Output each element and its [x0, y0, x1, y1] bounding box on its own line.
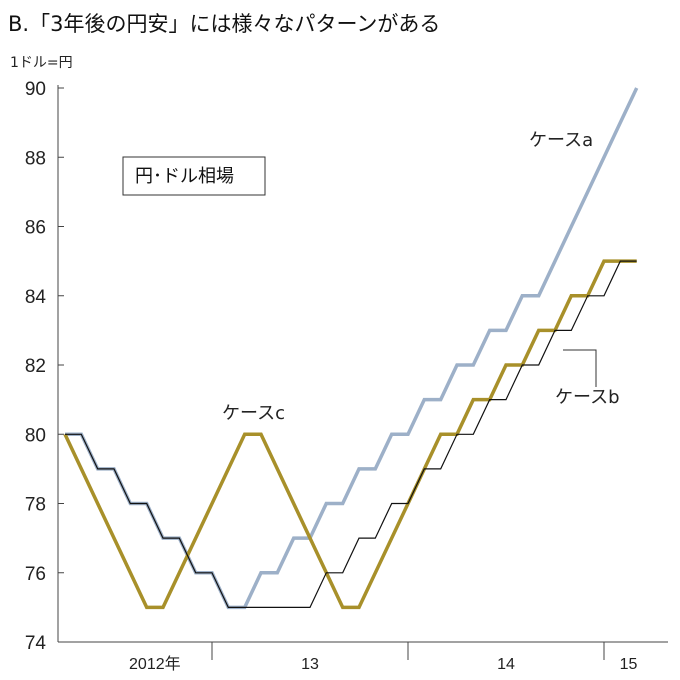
y-tick-label: 74 [25, 633, 47, 654]
series-group [63, 87, 639, 610]
legend-box-label: 円･ドル相場 [135, 166, 234, 187]
y-tick-label: 80 [25, 425, 46, 446]
y-tick-label: 88 [25, 148, 46, 169]
x-tick-label: 13 [301, 656, 319, 673]
x-tick-label: 2012年 [129, 655, 181, 673]
y-tick-label: 90 [25, 79, 46, 100]
y-tick-label: 78 [25, 495, 46, 516]
y-tick-group: 74 76 78 80 82 84 86 88 90 [25, 79, 64, 654]
y-tick-label: 76 [25, 564, 46, 585]
x-tick-label: 15 [620, 656, 638, 673]
legend-box: 円･ドル相場 [122, 156, 266, 196]
legend-box-frame [122, 156, 266, 196]
x-tick-label: 14 [497, 656, 515, 673]
series-label-case-b: ケースb [555, 387, 620, 408]
x-tick-label-group: 2012年 13 14 15 [129, 655, 637, 673]
series-line-case-b [65, 260, 637, 608]
y-axis-unit-label: 1ドル=円 [10, 55, 73, 71]
y-tick-label: 86 [25, 218, 46, 239]
y-tick-label: 82 [25, 356, 46, 377]
series-label-case-a: ケースa [529, 130, 593, 151]
series-line-case-c [63, 259, 637, 610]
case-b-leader-line [563, 349, 597, 387]
series-label-case-c: ケースc [222, 403, 285, 424]
chart-title: B.「3年後の円安」には様々なパターンがある [8, 12, 440, 36]
x-divider-group [211, 642, 605, 660]
y-tick-label: 84 [25, 287, 47, 308]
